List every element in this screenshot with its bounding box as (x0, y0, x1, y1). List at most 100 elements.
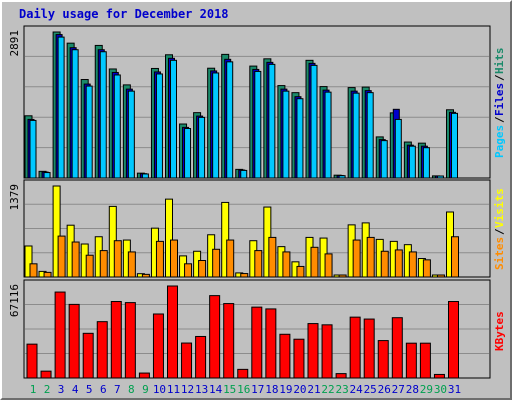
bar-pages-day-9 (141, 173, 149, 179)
bar-sites-day-17 (254, 250, 263, 278)
x-tick-label-day-27: 27 (392, 383, 405, 396)
x-tick-label-day-13: 13 (195, 383, 208, 396)
bar-pages-day-11 (170, 59, 177, 179)
bar-pages-day-5 (85, 85, 93, 179)
bar-pages-day-21 (310, 64, 318, 179)
bar-pages-day-6 (99, 51, 107, 179)
x-tick-label-day-30: 30 (434, 383, 447, 396)
bar-kbytes-day-29 (419, 342, 431, 379)
bar-kbytes-day-25 (363, 318, 375, 379)
bar-pages-day-29 (422, 147, 430, 179)
x-tick-label-day-20: 20 (293, 383, 306, 396)
bar-sites-day-19 (282, 251, 291, 278)
bar-sites-day-13 (198, 260, 207, 278)
bar-pages-day-2 (43, 172, 51, 179)
bar-sites-day-7 (113, 240, 122, 278)
x-tick-label-day-31: 31 (448, 383, 461, 396)
bar-kbytes-day-3 (54, 291, 66, 379)
panel-kbytes-ymax-label: 67116 (8, 284, 21, 317)
bar-kbytes-day-23 (335, 373, 347, 379)
bar-sites-day-5 (85, 254, 94, 278)
legend-hits: Hits (493, 48, 506, 75)
bar-sites-day-27 (394, 249, 403, 278)
bar-sites-day-1 (29, 263, 38, 278)
bar-pages-day-17 (254, 70, 262, 179)
x-tick-label-day-12: 12 (181, 383, 194, 396)
bar-sites-day-2 (43, 271, 52, 278)
bar-kbytes-day-14 (209, 295, 221, 379)
bar-kbytes-day-22 (321, 324, 333, 379)
x-tick-label-day-29: 29 (420, 383, 433, 396)
legend-pages: Pages (493, 125, 506, 158)
bar-pages-day-19 (282, 90, 290, 179)
bar-sites-day-25 (366, 236, 375, 278)
bar-sites-day-28 (408, 251, 417, 278)
bar-sites-day-24 (352, 239, 361, 278)
bar-pages-day-25 (366, 92, 374, 179)
bar-kbytes-day-1 (26, 343, 38, 379)
bar-kbytes-day-5 (82, 332, 94, 379)
bar-kbytes-day-21 (307, 323, 319, 379)
bar-sites-day-15 (226, 239, 235, 278)
x-tick-label-day-10: 10 (153, 383, 166, 396)
bar-kbytes-day-26 (377, 340, 389, 379)
bar-visits-day-1 (24, 245, 33, 278)
x-tick-label-day-23: 23 (335, 383, 348, 396)
legend-separator: / (493, 228, 506, 235)
legend-files: Files (493, 83, 506, 116)
bar-kbytes-day-12 (181, 342, 193, 379)
bar-sites-day-12 (184, 263, 193, 278)
panel-hits-files-pages-ymax-label: 2891 (8, 30, 21, 57)
bar-kbytes-day-9 (138, 372, 150, 379)
bar-pages-day-22 (324, 91, 332, 179)
bar-visits-day-3 (52, 185, 61, 278)
bar-kbytes-day-8 (124, 302, 136, 379)
bar-pages-day-12 (184, 128, 192, 179)
x-tick-label-day-18: 18 (265, 383, 278, 396)
bar-sites-day-21 (310, 246, 319, 278)
x-tick-label-day-9: 9 (142, 383, 149, 396)
bar-visits-day-11 (165, 198, 173, 278)
bar-pages-day-24 (352, 92, 360, 179)
x-tick-label-day-11: 11 (167, 383, 180, 396)
bar-kbytes-day-31 (448, 301, 459, 379)
bar-kbytes-day-18 (265, 308, 277, 379)
x-tick-label-day-24: 24 (350, 383, 364, 396)
x-tick-label-day-1: 1 (30, 383, 37, 396)
bar-kbytes-day-20 (293, 338, 305, 379)
bar-sites-day-29 (422, 259, 431, 278)
bar-kbytes-day-17 (251, 306, 263, 379)
bar-sites-day-3 (57, 235, 66, 278)
x-tick-label-day-4: 4 (72, 383, 79, 396)
bar-kbytes-day-7 (110, 301, 122, 379)
bar-pages-day-23 (338, 175, 346, 179)
bar-pages-day-4 (71, 49, 79, 179)
bar-pages-day-15 (226, 61, 234, 179)
bar-pages-day-20 (296, 98, 304, 179)
bar-pages-day-28 (408, 145, 416, 179)
x-tick-label-day-2: 2 (44, 383, 51, 396)
bar-pages-day-30 (436, 175, 444, 179)
x-tick-label-day-22: 22 (321, 383, 334, 396)
bar-pages-day-26 (380, 140, 388, 179)
bar-pages-day-7 (113, 74, 121, 179)
bar-kbytes-day-30 (433, 373, 445, 379)
bar-sites-day-11 (170, 239, 178, 278)
legend-separator: / (493, 116, 506, 123)
bar-sites-day-20 (296, 265, 305, 278)
bar-sites-day-26 (380, 250, 389, 278)
x-tick-label-day-14: 14 (209, 383, 223, 396)
legend-sites: Sites (493, 237, 506, 270)
legend-visits: Visits (493, 188, 506, 228)
x-tick-label-day-17: 17 (251, 383, 264, 396)
bar-sites-day-31 (451, 236, 459, 278)
bar-pages-day-10 (155, 73, 163, 179)
bar-pages-day-3 (57, 36, 65, 179)
bar-pages-day-8 (127, 90, 135, 179)
x-tick-label-day-3: 3 (58, 383, 65, 396)
bar-kbytes-day-2 (40, 370, 52, 379)
bar-kbytes-day-10 (152, 313, 164, 379)
x-tick-label-day-16: 16 (237, 383, 250, 396)
bar-kbytes-day-6 (96, 321, 108, 379)
